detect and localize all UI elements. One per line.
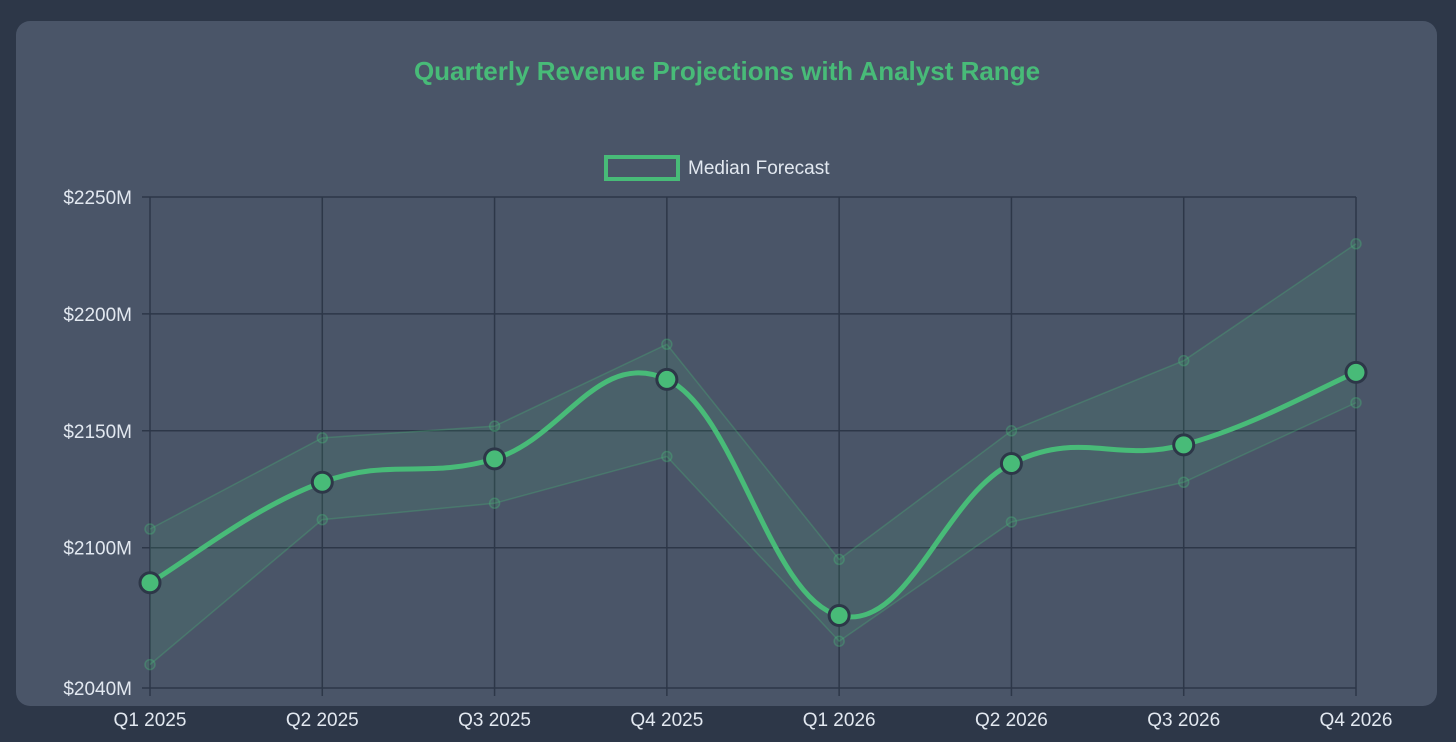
range-low-point	[1177, 476, 1190, 488]
x-tick-label: Q2 2026	[975, 710, 1048, 731]
legend-label-median: Median Forecast	[688, 158, 830, 179]
median-point	[999, 452, 1023, 476]
x-tick-label: Q4 2026	[1320, 710, 1393, 731]
range-low-point	[144, 658, 156, 671]
range-high-point	[1005, 425, 1018, 437]
y-tick-label: $2150M	[63, 422, 132, 443]
chart-card	[16, 21, 1437, 706]
range-high-point	[488, 420, 501, 432]
range-high-point	[1177, 354, 1190, 367]
range-high-point	[661, 338, 673, 351]
median-point	[1172, 433, 1196, 457]
x-tick-label: Q3 2026	[1147, 710, 1220, 731]
range-low-point	[1350, 397, 1362, 409]
median-point	[827, 604, 851, 628]
x-tick-label: Q4 2025	[630, 710, 703, 731]
x-tick-label: Q3 2025	[458, 710, 531, 731]
y-tick-label: $2200M	[63, 305, 132, 326]
analyst-range	[144, 238, 1362, 671]
range-low-point	[316, 513, 329, 526]
y-tick-label: $2040M	[63, 679, 132, 700]
range-high-line	[149, 243, 1357, 561]
median-line	[147, 369, 1359, 620]
median-point	[138, 571, 162, 595]
range-low-point	[833, 635, 845, 647]
median-point	[310, 470, 334, 494]
legend-swatch-median	[604, 155, 680, 181]
y-tick-label: $2250M	[63, 188, 132, 209]
median-point	[483, 447, 507, 471]
median-point	[1344, 360, 1368, 384]
axes: $2250M $2200M $2150M $2100M $2040M Q1 2025 Q2 …	[63, 188, 1392, 731]
median-point	[655, 367, 679, 391]
range-high-point	[833, 553, 845, 566]
range-low-point	[488, 497, 501, 510]
median-series	[138, 360, 1368, 628]
range-low-line	[149, 402, 1357, 666]
range-low-point	[1005, 516, 1018, 528]
range-low-point	[661, 450, 673, 463]
legend[interactable]: Median Forecast	[604, 155, 830, 181]
x-tick-label: Q1 2026	[803, 710, 876, 731]
range-band-fill	[150, 243, 1356, 665]
range-high-point	[316, 432, 329, 444]
range-high-point	[1350, 238, 1362, 250]
y-tick-label: $2100M	[63, 539, 132, 560]
x-tick-label: Q1 2025	[114, 710, 187, 731]
chart-title: Quarterly Revenue Projections with Analy…	[414, 56, 1040, 86]
x-tick-label: Q2 2025	[286, 710, 359, 731]
range-high-point	[144, 523, 156, 535]
